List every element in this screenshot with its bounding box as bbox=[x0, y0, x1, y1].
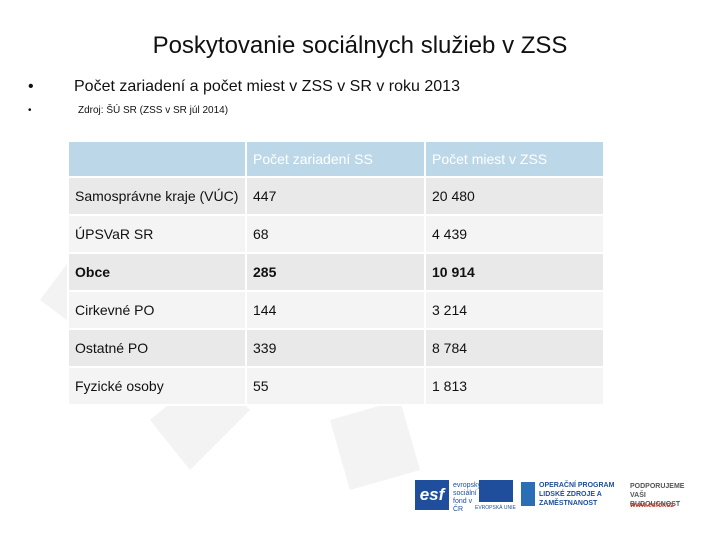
table-cell: 1 813 bbox=[424, 366, 605, 406]
table-cell: 285 bbox=[245, 252, 426, 292]
table-cell: 4 439 bbox=[424, 214, 605, 254]
table-cell: ÚPSVaR SR bbox=[67, 214, 247, 254]
title: Poskytovanie sociálnych služieb v ZSS bbox=[152, 32, 568, 59]
bullet: • Počet zariadení a počet miest v ZSS v S… bbox=[28, 78, 460, 95]
logos: esf evropský sociální fond v ČR EVROPSKÁ… bbox=[415, 478, 685, 514]
table-cell: Samosprávne kraje (VÚC) bbox=[67, 176, 247, 216]
table-cell: 447 bbox=[245, 176, 426, 216]
header-cell bbox=[67, 140, 247, 178]
table-row: Obce 285 10 914 bbox=[67, 252, 605, 292]
esf-text: evropský sociální fond v ČR bbox=[453, 482, 482, 513]
table-cell: 144 bbox=[245, 290, 426, 330]
table-row: Cirkevné PO 144 3 214 bbox=[67, 290, 605, 330]
table-cell: 10 914 bbox=[424, 252, 605, 292]
table-row: Ostatné PO 339 8 784 bbox=[67, 328, 605, 368]
op-text: OPERAČNÍ PROGRAM LIDSKÉ ZDROJE A ZAMĚSTN… bbox=[539, 482, 615, 507]
esf-logo: esf bbox=[415, 480, 449, 510]
table-cell: Fyzické osoby bbox=[67, 366, 247, 406]
header-cell: Počet miest v ZSS bbox=[424, 140, 605, 178]
table-cell: Obce bbox=[67, 252, 247, 292]
table-cell: 8 784 bbox=[424, 328, 605, 368]
table-cell: 3 214 bbox=[424, 290, 605, 330]
bullet-text: Počet zariadení a počet miest v ZSS v SR… bbox=[74, 78, 460, 95]
source: • Zdroj: ŠÚ SR (ZSS v SR júl 2014) bbox=[28, 105, 229, 116]
table-row: ÚPSVaR SR 68 4 439 bbox=[67, 214, 605, 254]
slogan: PODPORUJEME VAŠI BUDOUCNOST bbox=[630, 483, 685, 508]
eu-flag bbox=[479, 480, 513, 502]
source-text: Zdroj: ŠÚ SR (ZSS v SR júl 2014) bbox=[78, 105, 229, 116]
table-cell: 339 bbox=[245, 328, 426, 368]
table-cell: Cirkevné PO bbox=[67, 290, 247, 330]
eu-text: EVROPSKÁ UNIE bbox=[475, 505, 516, 511]
table-row: Fyzické osoby 55 1 813 bbox=[67, 366, 605, 406]
table-cell: 20 480 bbox=[424, 176, 605, 216]
table-row: Samosprávne kraje (VÚC) 447 20 480 bbox=[67, 176, 605, 216]
url: www.esfcr.cz bbox=[630, 502, 674, 509]
table-cell: 55 bbox=[245, 366, 426, 406]
op-icon bbox=[521, 482, 535, 506]
table: Počet zariadení SS Počet miest v ZSS Samo… bbox=[67, 140, 605, 406]
header-cell: Počet zariadení SS bbox=[245, 140, 426, 178]
header-row: Počet zariadení SS Počet miest v ZSS bbox=[67, 140, 605, 178]
table-cell: 68 bbox=[245, 214, 426, 254]
table-cell: Ostatné PO bbox=[67, 328, 247, 368]
